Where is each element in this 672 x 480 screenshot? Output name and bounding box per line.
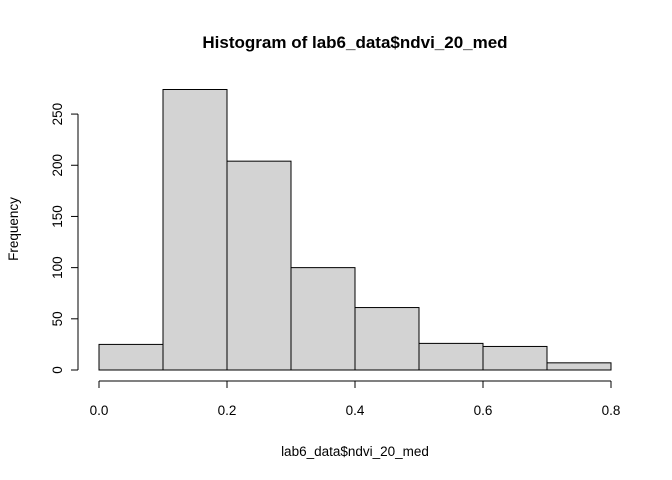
x-axis-label: lab6_data$ndvi_20_med — [281, 444, 429, 459]
y-tick-label: 250 — [50, 103, 65, 126]
y-tick-label: 0 — [50, 366, 65, 374]
histogram-bar-4 — [290, 267, 356, 371]
y-tick-label: 100 — [50, 256, 65, 279]
bars-group — [98, 89, 612, 371]
histogram-bar-3 — [226, 160, 292, 371]
x-tick-label: 0.6 — [474, 403, 493, 418]
x-axis: 0.0 0.2 0.4 0.6 0.8 — [90, 380, 621, 418]
x-tick-label: 0.0 — [90, 403, 109, 418]
y-axis: 0 50 100 150 200 250 — [50, 103, 79, 374]
histogram-bar-6 — [418, 342, 484, 371]
y-axis-label: Frequency — [6, 197, 21, 261]
chart-title: Histogram of lab6_data$ndvi_20_med — [202, 33, 507, 52]
x-tick-label: 0.2 — [218, 403, 237, 418]
histogram-bar-1 — [98, 343, 164, 371]
histogram-bar-7 — [482, 345, 548, 371]
y-tick-label: 200 — [50, 154, 65, 177]
y-tick-label: 50 — [50, 311, 65, 326]
y-tick-label: 150 — [50, 205, 65, 228]
histogram-bar-2 — [162, 89, 228, 371]
histogram-bar-8 — [546, 362, 612, 371]
x-tick-label: 0.4 — [346, 403, 365, 418]
histogram-bar-5 — [354, 307, 420, 371]
x-tick-label: 0.8 — [602, 403, 621, 418]
